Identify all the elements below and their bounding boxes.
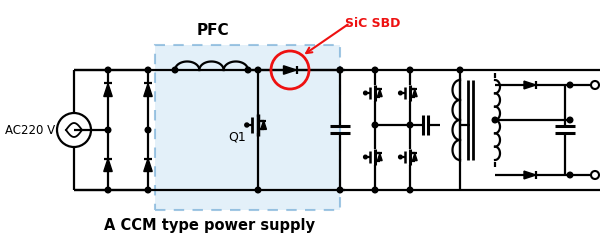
Text: SiC SBD: SiC SBD bbox=[345, 17, 400, 30]
Text: Q1: Q1 bbox=[228, 131, 246, 144]
Circle shape bbox=[172, 67, 178, 73]
Circle shape bbox=[591, 171, 599, 179]
Circle shape bbox=[145, 67, 151, 73]
Circle shape bbox=[492, 117, 498, 123]
Circle shape bbox=[398, 155, 402, 159]
Circle shape bbox=[337, 67, 343, 73]
Circle shape bbox=[567, 172, 573, 178]
Circle shape bbox=[372, 187, 378, 193]
Circle shape bbox=[407, 187, 413, 193]
Polygon shape bbox=[104, 84, 112, 97]
Circle shape bbox=[567, 117, 573, 123]
Polygon shape bbox=[144, 159, 152, 172]
Circle shape bbox=[364, 155, 367, 159]
Circle shape bbox=[145, 187, 151, 193]
Text: AC220 V: AC220 V bbox=[5, 123, 55, 136]
Circle shape bbox=[364, 91, 367, 95]
Circle shape bbox=[372, 67, 378, 73]
Text: PFC: PFC bbox=[197, 23, 229, 38]
Polygon shape bbox=[524, 171, 536, 179]
Polygon shape bbox=[104, 159, 112, 172]
Circle shape bbox=[457, 67, 463, 73]
Text: A CCM type power supply: A CCM type power supply bbox=[104, 218, 316, 233]
Polygon shape bbox=[377, 89, 382, 97]
Polygon shape bbox=[261, 121, 266, 129]
Polygon shape bbox=[524, 81, 536, 89]
Polygon shape bbox=[284, 66, 296, 74]
Circle shape bbox=[398, 91, 402, 95]
Polygon shape bbox=[412, 89, 417, 97]
Circle shape bbox=[105, 187, 111, 193]
Circle shape bbox=[567, 82, 573, 88]
Circle shape bbox=[591, 81, 599, 89]
Circle shape bbox=[245, 123, 249, 127]
Polygon shape bbox=[412, 153, 417, 161]
Circle shape bbox=[337, 67, 343, 73]
Circle shape bbox=[145, 127, 151, 133]
Polygon shape bbox=[377, 153, 382, 161]
Circle shape bbox=[407, 122, 413, 128]
Circle shape bbox=[105, 67, 111, 73]
Circle shape bbox=[337, 187, 343, 193]
FancyBboxPatch shape bbox=[155, 45, 340, 210]
Circle shape bbox=[407, 67, 413, 73]
Polygon shape bbox=[144, 84, 152, 97]
Circle shape bbox=[105, 127, 111, 133]
Circle shape bbox=[372, 122, 378, 128]
Circle shape bbox=[245, 67, 251, 73]
Circle shape bbox=[255, 187, 261, 193]
Circle shape bbox=[255, 67, 261, 73]
